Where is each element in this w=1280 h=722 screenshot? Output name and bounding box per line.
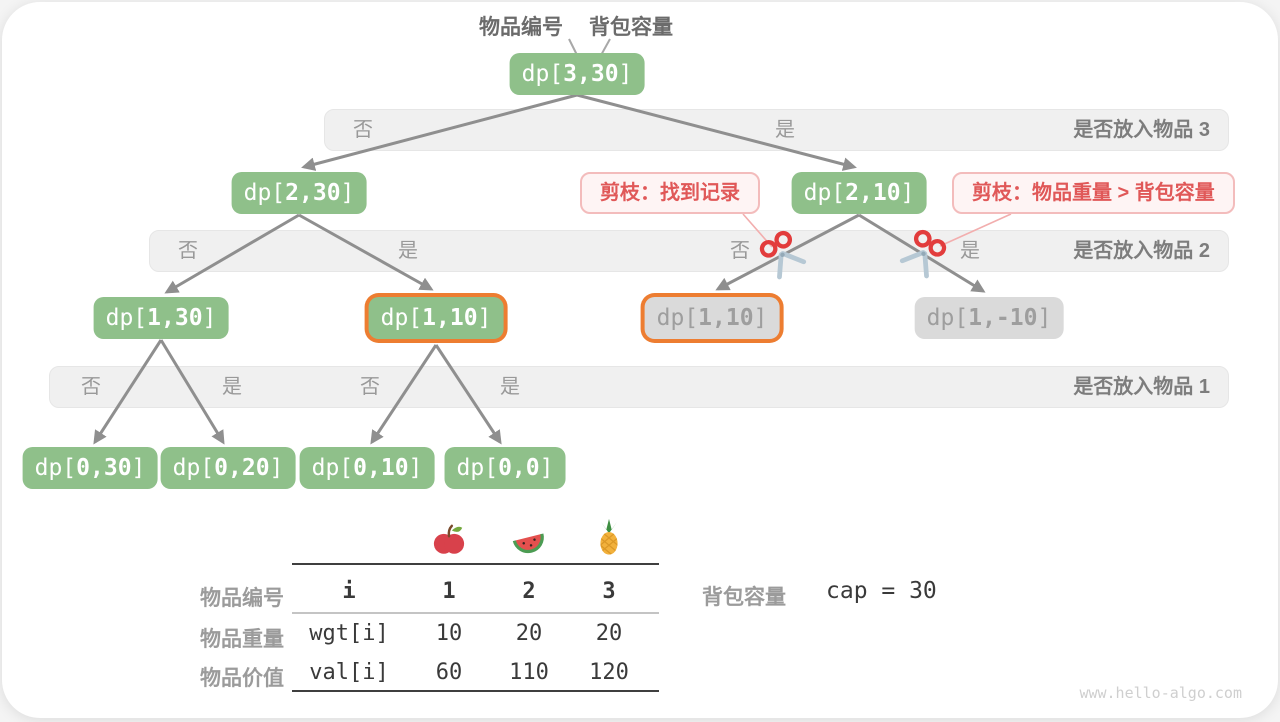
dp-node-3-30: dp[3,30] xyxy=(509,53,645,95)
watermelon-icon xyxy=(512,533,544,554)
table-cell: 120 xyxy=(589,660,629,685)
dp-node-0-20: dp[0,20] xyxy=(160,447,296,489)
yes-label: 是 xyxy=(960,240,980,262)
table-cell: 20 xyxy=(515,621,543,646)
table-header-i: i xyxy=(342,579,356,604)
dp-node-2-30: dp[2,30] xyxy=(231,172,367,214)
prune-callout-weight-exceeds: 剪枝：物品重量 > 背包容量 xyxy=(952,172,1235,214)
knapsack-capacity-value: cap = 30 xyxy=(826,578,937,604)
decision-band-item-1: 否 是 否 是 是否放入物品 1 xyxy=(49,366,1229,408)
table-rule-middle xyxy=(292,612,659,614)
dp-node-0-10: dp[0,10] xyxy=(299,447,435,489)
item-number-annotation: 物品编号 xyxy=(479,16,563,39)
pineapple-icon xyxy=(600,518,618,555)
table-cell: 10 xyxy=(435,621,463,646)
table-rule-top xyxy=(292,563,659,565)
band-title: 是否放入物品 3 xyxy=(1073,119,1210,141)
dp-node-0-30: dp[0,30] xyxy=(22,447,158,489)
dp-node-0-0: dp[0,0] xyxy=(444,447,566,489)
dp-node-1-30: dp[1,30] xyxy=(93,297,229,339)
yes-label: 是 xyxy=(500,376,520,398)
dp-node-1-10-memo-pruned: dp[1,10] xyxy=(644,297,780,339)
table-cell: 3 xyxy=(602,579,616,604)
dp-node-1-neg10-pruned: dp[1,-10] xyxy=(914,297,1064,339)
decision-band-item-2: 否 是 否 是 是否放入物品 2 xyxy=(149,230,1229,272)
table-cell: 110 xyxy=(509,660,549,685)
band-title: 是否放入物品 2 xyxy=(1073,240,1210,262)
dp-node-2-10: dp[2,10] xyxy=(791,172,927,214)
capacity-annotation: 背包容量 xyxy=(589,16,673,39)
table-cell: 1 xyxy=(442,579,456,604)
yes-label: 是 xyxy=(222,376,242,398)
yes-label: 是 xyxy=(775,119,795,141)
no-label: 否 xyxy=(178,240,198,262)
no-label: 否 xyxy=(730,240,750,262)
prune-callout-memo-found: 剪枝：找到记录 xyxy=(580,172,760,214)
table-rule-bottom xyxy=(292,690,659,692)
table-cell: 60 xyxy=(435,660,463,685)
knapsack-capacity-label: 背包容量 xyxy=(702,586,786,609)
apple-icon xyxy=(433,524,465,554)
row-label-item-weight: 物品重量 xyxy=(200,628,284,651)
table-cell: 2 xyxy=(522,579,536,604)
no-label: 否 xyxy=(360,376,380,398)
no-label: 否 xyxy=(353,119,373,141)
decision-band-item-3: 否 是 是否放入物品 3 xyxy=(324,109,1229,151)
table-cell: 20 xyxy=(595,621,623,646)
dp-node-1-10-highlighted: dp[1,10] xyxy=(368,297,504,339)
watermark: www.hello-algo.com xyxy=(1079,684,1242,702)
row-label-item-number: 物品编号 xyxy=(200,587,284,610)
row-label-item-value: 物品价值 xyxy=(200,667,284,690)
table-key-wgt: wgt[i] xyxy=(309,621,389,646)
no-label: 否 xyxy=(81,376,101,398)
table-key-val: val[i] xyxy=(309,660,389,685)
yes-label: 是 xyxy=(398,240,418,262)
band-title: 是否放入物品 1 xyxy=(1073,376,1210,398)
